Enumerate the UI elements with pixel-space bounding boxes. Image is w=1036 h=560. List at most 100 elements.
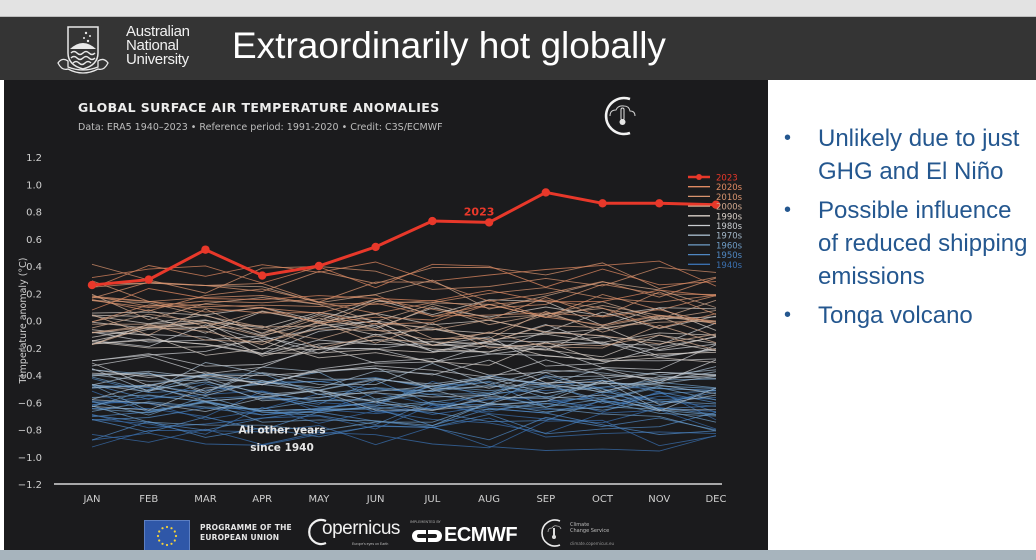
background-year-line-1960s xyxy=(91,402,717,432)
x-tick-label: NOV xyxy=(648,494,670,505)
background-year-line-2000s xyxy=(91,320,717,346)
bullet-list: • Unlikely due to just GHG and El Niño • P… xyxy=(768,122,1036,338)
legend-marker-2023 xyxy=(696,174,702,180)
legend-label-2000s: 2000s xyxy=(716,203,743,213)
legend-label-2023: 2023 xyxy=(716,174,738,184)
background-year-line-1950s xyxy=(91,416,717,441)
x-tick-label: AUG xyxy=(478,494,500,505)
window-bottom-strip xyxy=(0,550,1036,560)
bullet-dot-icon: • xyxy=(784,127,792,149)
legend-label-1950s: 1950s xyxy=(716,251,743,261)
eu-star xyxy=(165,543,169,547)
background-year-line-1990s xyxy=(91,327,717,357)
y-tick-label: −1.0 xyxy=(18,453,42,464)
y-tick-label: −0.8 xyxy=(18,426,42,437)
eu-star xyxy=(173,530,176,533)
x-tick-label: JAN xyxy=(82,494,100,505)
bullet-dot-icon: • xyxy=(784,304,792,326)
copernicus-wordmark: opernicus xyxy=(322,518,400,539)
eu-star xyxy=(170,527,173,530)
c3s-thermometer-icon xyxy=(604,96,636,136)
eu-star xyxy=(170,542,173,545)
university-name: Australian National University xyxy=(126,23,190,68)
university-name-line: National xyxy=(126,37,179,54)
y-tick-label: 1.0 xyxy=(26,180,42,191)
bullet-item: • Possible influence of reduced shipping … xyxy=(768,194,1036,293)
background-year-line-1940s xyxy=(91,425,717,452)
y-tick-label: 0.8 xyxy=(26,208,42,219)
series-point-2023 xyxy=(598,199,607,208)
copernicus-c-icon xyxy=(308,518,327,546)
background-year-line-1950s xyxy=(91,411,717,435)
background-year-line-1940s xyxy=(91,419,717,449)
eu-flag-icon xyxy=(144,520,190,552)
background-year-line-2020s xyxy=(91,260,717,289)
series-point-2023 xyxy=(428,216,437,226)
background-year-line-1960s xyxy=(91,385,717,416)
bullet-text: Unlikely due to just GHG and El Niño xyxy=(818,125,1020,185)
university-name-line: Australian xyxy=(126,23,190,40)
eu-star xyxy=(161,527,164,530)
x-tick-label: MAY xyxy=(309,494,331,505)
background-year-line-1960s xyxy=(91,401,717,427)
x-tick-label: SEP xyxy=(536,494,555,505)
background-year-line-2010s xyxy=(91,295,717,325)
bullet-text: Possible influence of reduced shipping e… xyxy=(818,197,1028,290)
background-year-line-1990s xyxy=(91,319,717,346)
anu-crest-icon xyxy=(57,26,109,74)
ecmwf-symbol-icon xyxy=(412,530,442,542)
eu-star xyxy=(156,534,160,538)
background-year-line-1990s xyxy=(91,340,717,366)
x-tick-label: DEC xyxy=(705,494,726,505)
y-tick-label: −0.2 xyxy=(18,344,42,355)
x-tick-label: JUL xyxy=(423,494,440,505)
series-point-2023 xyxy=(201,245,210,254)
background-year-line-2000s xyxy=(91,305,717,336)
slide-header: Australian National University Extraordi… xyxy=(0,17,1036,80)
series-line-2023 xyxy=(91,190,717,287)
y-tick-label: −1.2 xyxy=(18,480,42,491)
eu-star xyxy=(158,539,161,542)
series-point-2023 xyxy=(87,280,97,290)
series-point-2023 xyxy=(711,200,721,209)
legend-label-1960s: 1960s xyxy=(716,241,743,251)
bullet-panel: • Unlikely due to just GHG and El Niño • P… xyxy=(768,80,1036,550)
ecmwf-logo: ECMWF xyxy=(444,524,518,546)
background-year-line-1980s xyxy=(91,359,717,387)
c3s-url: climate.copernicus.eu xyxy=(570,541,615,546)
y-tick-label: 0.4 xyxy=(26,262,42,273)
background-year-line-2010s xyxy=(91,263,717,294)
footer-logos: PROGRAMME OF THE EUROPEAN UNION opernicu… xyxy=(4,514,768,552)
c3s-line: Climate xyxy=(570,522,590,528)
chart-panel: GLOBAL SURFACE AIR TEMPERATURE ANOMALIES… xyxy=(4,80,768,552)
eu-star xyxy=(174,534,178,538)
background-year-line-2020s xyxy=(91,288,717,311)
legend-label-1970s: 1970s xyxy=(716,232,743,242)
background-year-line-2020s xyxy=(91,263,717,289)
y-tick-label: 0.0 xyxy=(26,317,42,328)
background-year-line-1980s xyxy=(91,331,717,357)
y-axis-label: Temperature anomaly (°C) xyxy=(18,257,29,384)
background-year-line-1990s xyxy=(91,339,717,361)
background-year-line-1980s xyxy=(91,359,717,379)
background-year-line-1960s xyxy=(91,381,717,408)
bullet-text: Tonga volcano xyxy=(818,302,973,329)
background-year-line-2000s xyxy=(91,293,717,323)
y-tick-label: 0.6 xyxy=(26,235,42,246)
background-year-line-2010s xyxy=(91,299,717,326)
c3s-line: Change Service xyxy=(570,528,610,534)
background-year-line-2010s xyxy=(91,280,717,309)
chart-subtitle: Data: ERA5 1940–2023 • Reference period:… xyxy=(78,122,443,133)
background-year-line-2000s xyxy=(91,309,717,340)
x-tick-label: OCT xyxy=(592,494,614,505)
bullet-item: • Tonga volcano xyxy=(768,299,1036,332)
series-point-2023 xyxy=(371,242,380,252)
x-tick-label: APR xyxy=(252,494,272,505)
legend-label-1980s: 1980s xyxy=(716,222,743,232)
background-year-line-2000s xyxy=(91,313,717,341)
background-year-line-1990s xyxy=(91,306,717,334)
background-year-line-1970s xyxy=(91,371,717,402)
background-year-line-1950s xyxy=(91,408,717,435)
university-name-line: University xyxy=(126,51,189,68)
series-label-2023: 2023 xyxy=(464,206,495,219)
